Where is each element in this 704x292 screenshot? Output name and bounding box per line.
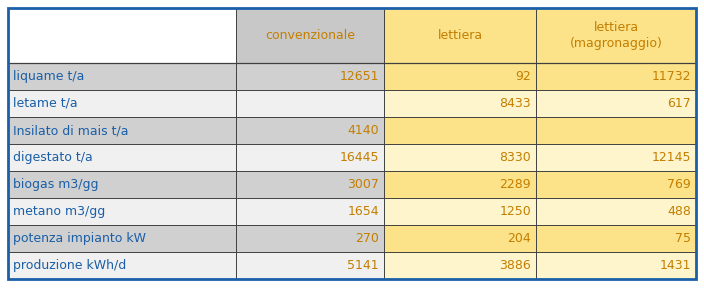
Bar [236,225,384,252]
Text: 8433: 8433 [499,97,531,110]
Bar [384,225,696,252]
Text: 11732: 11732 [651,70,691,83]
Bar [384,90,696,117]
Bar [236,252,384,279]
Bar [8,171,236,198]
Text: lettiera: lettiera [437,29,482,42]
Text: metano m3/gg: metano m3/gg [13,205,106,218]
Text: 92: 92 [515,70,531,83]
Text: 1654: 1654 [347,205,379,218]
Text: 769: 769 [667,178,691,191]
Bar [8,225,236,252]
Text: 8330: 8330 [499,151,531,164]
Text: 2289: 2289 [499,178,531,191]
Text: 12651: 12651 [339,70,379,83]
Bar [8,252,236,279]
Bar [384,8,696,63]
Text: 617: 617 [667,97,691,110]
Bar [236,171,384,198]
Text: letame t/a: letame t/a [13,97,77,110]
Text: convenzionale: convenzionale [265,29,355,42]
Bar [384,63,696,90]
Bar [384,252,696,279]
Bar [384,144,696,171]
Text: 75: 75 [675,232,691,245]
Text: 12145: 12145 [651,151,691,164]
Bar [236,144,384,171]
Bar [8,198,236,225]
Bar [8,90,236,117]
Bar [8,144,236,171]
Text: lettiera
(magronaggio): lettiera (magronaggio) [570,21,662,50]
Text: 1431: 1431 [660,259,691,272]
Text: biogas m3/gg: biogas m3/gg [13,178,99,191]
Bar [8,117,236,144]
Text: 5141: 5141 [347,259,379,272]
Bar [236,117,384,144]
Text: 270: 270 [355,232,379,245]
Text: 16445: 16445 [339,151,379,164]
Bar [384,171,696,198]
Bar [384,198,696,225]
Text: 204: 204 [508,232,531,245]
Bar [8,63,236,90]
Text: digestato t/a: digestato t/a [13,151,93,164]
Text: Insilato di mais t/a: Insilato di mais t/a [13,124,129,137]
Text: 488: 488 [667,205,691,218]
Text: produzione kWh/d: produzione kWh/d [13,259,126,272]
Bar [384,117,696,144]
Text: potenza impianto kW: potenza impianto kW [13,232,146,245]
Text: 3007: 3007 [347,178,379,191]
Bar [236,63,384,90]
Text: 1250: 1250 [499,205,531,218]
Text: 4140: 4140 [347,124,379,137]
Bar [236,198,384,225]
Bar [236,90,384,117]
Text: 3886: 3886 [499,259,531,272]
Bar [236,8,384,63]
Text: liquame t/a: liquame t/a [13,70,84,83]
